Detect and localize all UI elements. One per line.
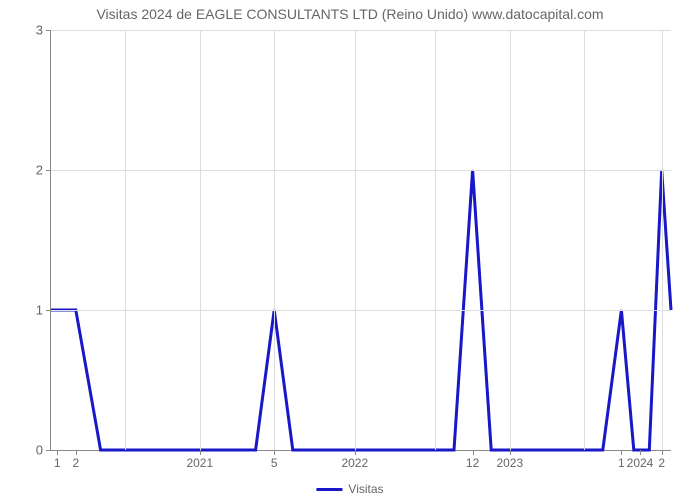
ytick-mark — [46, 170, 51, 171]
xtick-mark — [662, 450, 663, 455]
ytick-label: 2 — [36, 163, 43, 178]
xtick-mark — [200, 450, 201, 455]
gridline-v — [274, 30, 275, 450]
gridline-v — [125, 30, 126, 450]
xtick-mark — [621, 450, 622, 455]
xtick-mark — [640, 450, 641, 455]
xtick-label: 2022 — [341, 456, 368, 470]
chart-title: Visitas 2024 de EAGLE CONSULTANTS LTD (R… — [0, 6, 700, 22]
xtick-label: 2023 — [496, 456, 523, 470]
xtick-label: 5 — [271, 456, 278, 470]
ytick-mark — [46, 30, 51, 31]
xtick-label: 2 — [72, 456, 79, 470]
gridline-h — [51, 170, 671, 171]
ytick-label: 3 — [36, 23, 43, 38]
xtick-mark — [274, 450, 275, 455]
ytick-label: 0 — [36, 443, 43, 458]
gridline-v — [435, 30, 436, 450]
xtick-mark — [473, 450, 474, 455]
chart-container: Visitas 2024 de EAGLE CONSULTANTS LTD (R… — [0, 0, 700, 500]
xtick-mark — [57, 450, 58, 455]
gridline-h — [51, 30, 671, 31]
xtick-mark — [510, 450, 511, 455]
legend-swatch — [316, 488, 342, 491]
line-series — [51, 30, 671, 450]
xtick-label: 1 — [618, 456, 625, 470]
gridline-h — [51, 310, 671, 311]
xtick-label: 2 — [658, 456, 665, 470]
xtick-label: 1 — [54, 456, 61, 470]
gridline-v — [510, 30, 511, 450]
gridline-v — [200, 30, 201, 450]
xtick-mark — [76, 450, 77, 455]
legend-label: Visitas — [348, 482, 383, 496]
xtick-label: 2024 — [627, 456, 654, 470]
xtick-label: 12 — [466, 456, 479, 470]
legend: Visitas — [316, 482, 383, 496]
gridline-v — [584, 30, 585, 450]
ytick-mark — [46, 450, 51, 451]
xtick-mark — [355, 450, 356, 455]
ytick-mark — [46, 310, 51, 311]
xtick-label: 2021 — [186, 456, 213, 470]
gridline-v — [355, 30, 356, 450]
ytick-label: 1 — [36, 303, 43, 318]
plot-area: 012312202152022122023120242 — [50, 30, 671, 451]
gridline-v — [662, 30, 663, 450]
